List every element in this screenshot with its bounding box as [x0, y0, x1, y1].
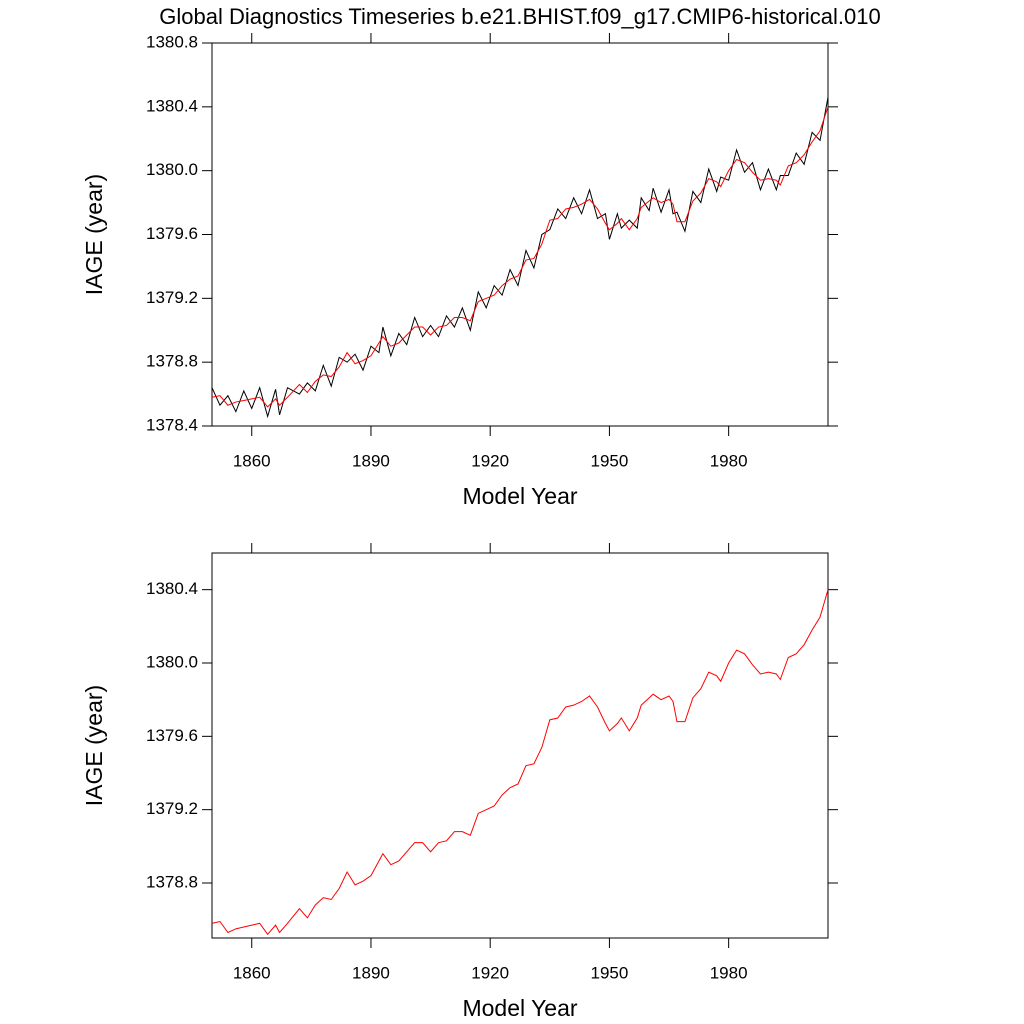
y-tick-label: 1380.8	[146, 32, 198, 51]
y-tick-label: 1379.2	[146, 288, 198, 307]
x-tick-label: 1860	[233, 963, 271, 982]
y-tick-label: 1380.0	[146, 160, 198, 179]
y-tick-label: 1379.2	[146, 799, 198, 818]
y-axis-label: IAGE (year)	[81, 685, 107, 806]
x-axis-label: Model Year	[462, 483, 577, 509]
y-tick-label: 1378.8	[146, 352, 198, 371]
y-tick-label: 1379.6	[146, 726, 198, 745]
x-tick-label: 1950	[591, 963, 629, 982]
x-tick-label: 1920	[471, 963, 509, 982]
y-tick-label: 1380.0	[146, 652, 198, 671]
x-tick-label: 1920	[471, 451, 509, 470]
x-tick-label: 1860	[233, 451, 271, 470]
y-tick-label: 1379.6	[146, 224, 198, 243]
line-series	[211, 97, 829, 419]
line-series	[211, 589, 829, 936]
x-axis-label: Model Year	[462, 995, 577, 1021]
x-tick-label: 1890	[352, 963, 390, 982]
plot-frame	[211, 552, 829, 939]
x-tick-label: 1950	[591, 451, 629, 470]
x-tick-label: 1980	[710, 963, 748, 982]
plot-frame	[211, 42, 829, 427]
line-series	[211, 106, 829, 408]
y-tick-label: 1380.4	[146, 579, 198, 598]
x-tick-label: 1890	[352, 451, 390, 470]
chart-title: Global Diagnostics Timeseries b.e21.BHIS…	[159, 4, 880, 29]
y-tick-label: 1380.4	[146, 96, 198, 115]
y-axis-label: IAGE (year)	[81, 174, 107, 295]
y-tick-label: 1378.4	[146, 415, 198, 434]
y-tick-label: 1378.8	[146, 872, 198, 891]
x-tick-label: 1980	[710, 451, 748, 470]
